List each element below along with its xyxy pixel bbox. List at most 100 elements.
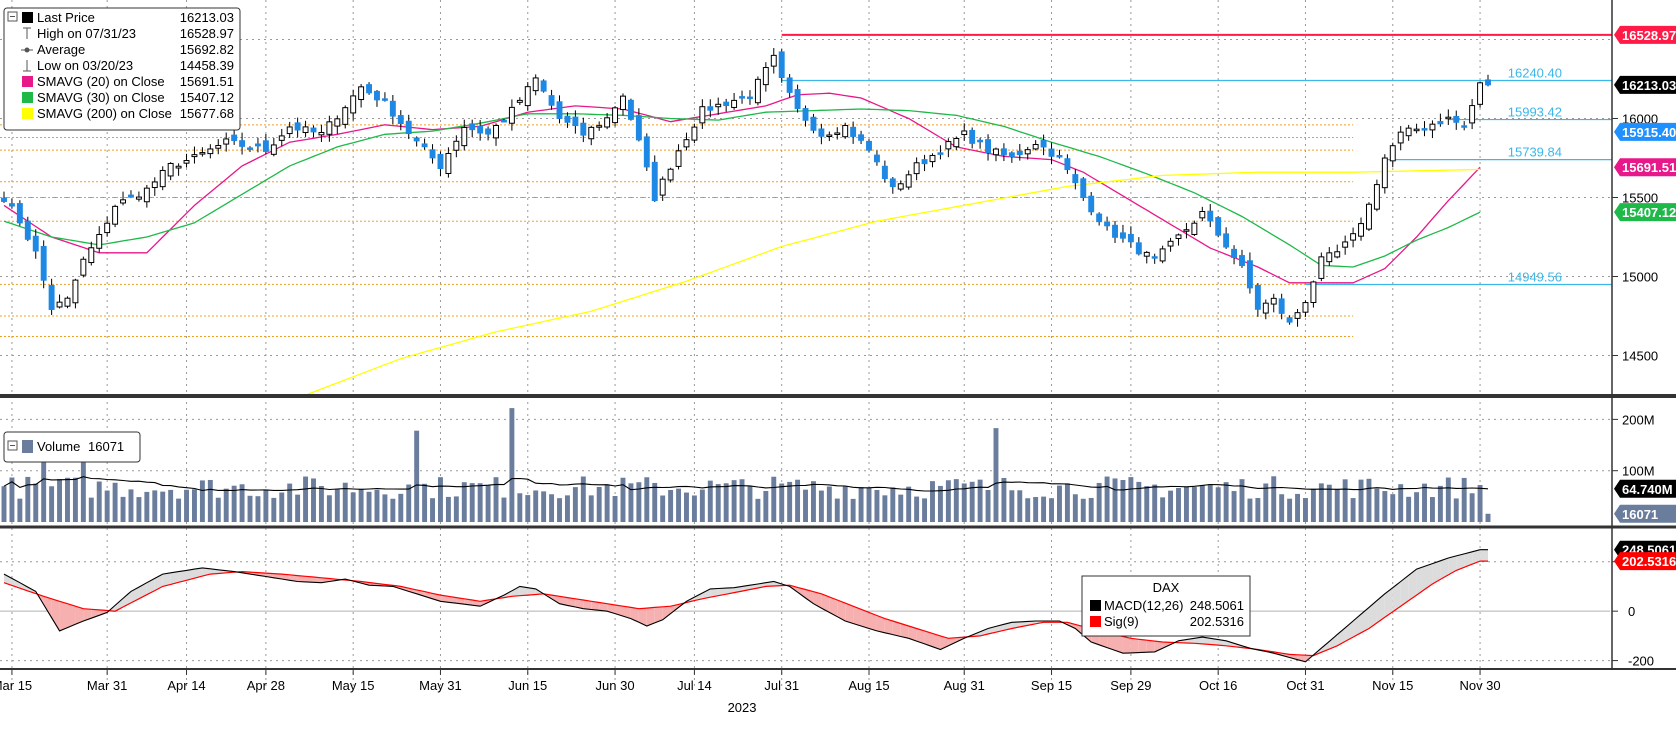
candle-body (286, 126, 293, 135)
candle-body (500, 119, 507, 123)
candle-body (477, 125, 484, 134)
x-tick-label: Sep 29 (1110, 678, 1151, 693)
macd-legend-label: MACD(12,26) (1104, 598, 1183, 613)
candle-body (310, 127, 317, 133)
candle-body (1, 197, 7, 202)
volume-bar (1279, 494, 1285, 522)
price-tick-label: 14500 (1622, 349, 1658, 364)
macd-fill (646, 607, 655, 626)
legend-swatch (22, 440, 33, 453)
candle-body (1373, 184, 1380, 210)
volume-bar (644, 477, 650, 522)
macd-fill (1027, 621, 1036, 626)
volume-bar (1176, 487, 1181, 522)
macd-fill (845, 603, 854, 624)
candle-body (905, 174, 912, 188)
level-label: 15993.42 (1508, 105, 1562, 120)
volume-bar (1191, 487, 1197, 522)
macd-legend-label: Sig(9) (1104, 614, 1139, 629)
candle-body (985, 139, 992, 154)
macd-fill (702, 588, 711, 599)
volume-bar (691, 495, 697, 522)
candle-body (1016, 150, 1023, 156)
candle-body (278, 135, 285, 141)
volume-bar (1152, 484, 1158, 522)
candle-body (715, 103, 722, 108)
macd-fill (456, 597, 465, 605)
candle-body (80, 258, 87, 276)
volume-bar (17, 498, 23, 522)
macd-fill (837, 600, 846, 622)
level-label: 14949.56 (1508, 269, 1562, 284)
volume-bar (723, 483, 729, 522)
candle-body (1453, 115, 1460, 123)
level-label: 15739.84 (1508, 145, 1562, 160)
macd-fill (591, 601, 600, 611)
volume-bar (1080, 498, 1086, 522)
x-tick-label: Jun 15 (508, 678, 547, 693)
candle-body (1167, 240, 1174, 247)
candle-body (1223, 233, 1230, 248)
volume-bar (684, 492, 689, 522)
candle-body (1135, 242, 1142, 255)
candle-body (32, 235, 39, 252)
macd-fill (75, 606, 84, 625)
macd-legend-box (1081, 575, 1251, 637)
volume-bar (326, 495, 332, 522)
volume-bar (1168, 490, 1174, 522)
volume-bar (57, 479, 63, 522)
x-tick-label: Nov 30 (1459, 678, 1500, 693)
volume-bar (1287, 498, 1293, 522)
candle-body (1286, 317, 1293, 323)
candle-body (96, 233, 103, 249)
macd-fill (67, 603, 76, 628)
candle-body (1429, 123, 1436, 131)
candle-body (596, 125, 603, 128)
candle-body (588, 126, 595, 140)
candle-body (1127, 233, 1134, 243)
volume-bar (1445, 477, 1451, 522)
volume-bar (168, 489, 174, 522)
x-tick-label: Mar 31 (87, 678, 127, 693)
volume-bar (517, 493, 523, 522)
macd-fill (440, 595, 449, 603)
value-tag (1614, 158, 1676, 177)
candle-body (1080, 178, 1087, 199)
volume-bar (295, 494, 301, 522)
volume-bar (112, 482, 118, 522)
candle-body (850, 126, 857, 137)
candle-body (842, 124, 849, 138)
volume-bar (1469, 493, 1475, 522)
volume-bar (49, 486, 55, 522)
candle-body (1112, 224, 1118, 238)
candle-body (643, 136, 650, 168)
price-legend-value: 15691.51 (180, 74, 234, 89)
candle-body (1445, 116, 1452, 120)
macd-fill (1432, 560, 1441, 584)
volume-bar (152, 490, 158, 522)
candle-body (691, 126, 698, 141)
price-legend-label: High on 07/31/23 (37, 26, 136, 41)
volume-bar (255, 496, 261, 522)
value-tag (1614, 552, 1676, 571)
macd-fill (99, 609, 108, 616)
candle-body (810, 116, 817, 131)
macd-line (3, 549, 1488, 663)
candle-body (1326, 252, 1333, 263)
legend-swatch (1090, 600, 1101, 611)
candle-body (445, 152, 452, 174)
candle-body (1294, 312, 1301, 319)
volume-bar (136, 497, 142, 522)
volume-bar (668, 490, 674, 522)
candle-body (834, 132, 841, 135)
macd-fill (527, 587, 536, 596)
volume-bar (1485, 513, 1491, 522)
candle-body (175, 165, 182, 169)
candle-body (620, 95, 626, 111)
macd-fill (940, 635, 949, 650)
legend-swatch (22, 12, 33, 23)
candle-body (231, 134, 238, 142)
macd-fill (869, 612, 877, 631)
candle-body (945, 141, 952, 150)
volume-bar (874, 489, 880, 522)
